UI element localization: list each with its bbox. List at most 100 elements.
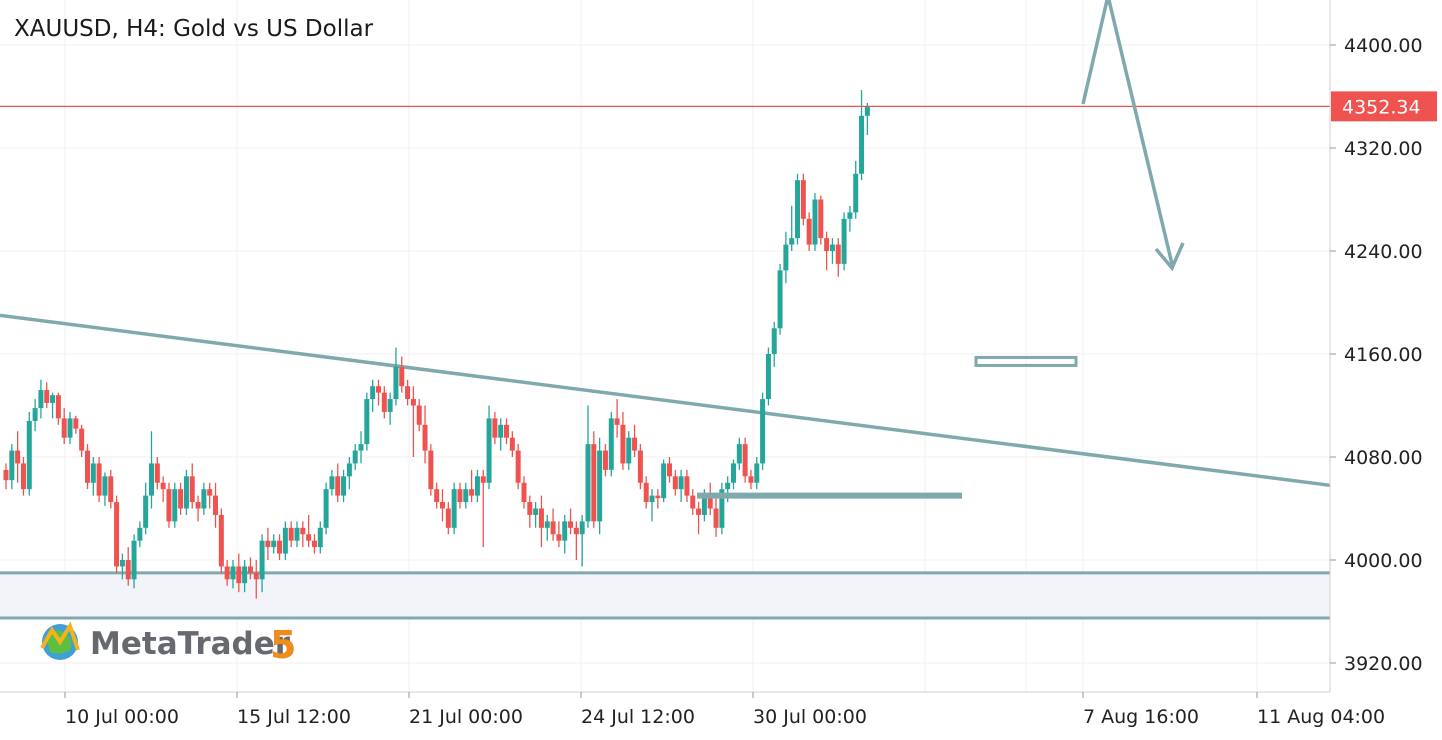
- candle-body: [32, 408, 38, 421]
- candle-body: [61, 418, 67, 438]
- candle-body: [713, 508, 719, 528]
- candle-body: [218, 514, 224, 567]
- candle-body: [358, 444, 364, 451]
- candle-body: [498, 424, 504, 438]
- candle-body: [835, 244, 841, 264]
- candle-body: [736, 444, 742, 464]
- candle-body: [370, 386, 376, 400]
- candle-body: [271, 540, 277, 548]
- candle-body: [3, 469, 9, 481]
- candle-body: [405, 386, 411, 400]
- candle-body: [719, 489, 725, 528]
- candle-body: [375, 386, 381, 393]
- candle-body: [841, 218, 847, 264]
- candle-body: [643, 482, 649, 503]
- candle-body: [771, 328, 777, 354]
- candle-body: [562, 521, 568, 541]
- y-tick-label: 4000.00: [1344, 550, 1423, 572]
- candle-body: [824, 238, 830, 251]
- candle-body: [119, 560, 125, 567]
- candle-body: [684, 476, 690, 496]
- candle-body: [515, 450, 521, 483]
- candle-body: [783, 244, 789, 271]
- candle-body: [457, 489, 463, 503]
- candle-body: [655, 495, 661, 499]
- candle-body: [847, 212, 853, 219]
- candle-body: [207, 489, 213, 496]
- candle-body: [632, 437, 638, 451]
- candle-body: [387, 399, 393, 412]
- range-line-low[interactable]: [697, 492, 962, 499]
- candle-body: [795, 180, 801, 239]
- candle-body: [620, 424, 626, 464]
- current-price-label: 4352.34: [1342, 96, 1421, 118]
- candle-body: [300, 527, 306, 535]
- current-price-tag: 4352.34: [1331, 91, 1437, 122]
- candle-body: [73, 418, 79, 429]
- candle-body: [114, 502, 120, 567]
- candle-body: [428, 450, 434, 490]
- candle-body: [614, 418, 620, 425]
- y-tick-label: 4240.00: [1344, 241, 1423, 263]
- candle-body: [160, 482, 166, 490]
- candle-body: [416, 405, 422, 425]
- candle-body: [44, 390, 50, 403]
- svg-text:5: 5: [270, 623, 296, 667]
- candle-body: [806, 218, 812, 245]
- candle-body: [410, 399, 416, 406]
- candle-body: [550, 521, 556, 535]
- candle-body: [253, 572, 259, 580]
- candle-body: [701, 495, 707, 515]
- candle-body: [800, 180, 806, 219]
- candle-body: [626, 437, 632, 464]
- candle-body: [79, 428, 85, 451]
- candle-body: [125, 560, 131, 580]
- x-tick-label: 15 Jul 12:00: [237, 706, 351, 728]
- svg-text:MetaTrader: MetaTrader: [90, 626, 291, 662]
- candle-body: [725, 482, 731, 490]
- candle-body: [666, 463, 672, 477]
- candle-body: [306, 534, 312, 541]
- range-box-high[interactable]: [974, 355, 1078, 367]
- candle-body: [346, 463, 352, 477]
- arrow-head: [1154, 242, 1185, 272]
- candle-body: [568, 521, 574, 528]
- candle-body: [311, 540, 317, 548]
- candle-body: [178, 489, 184, 509]
- trendline[interactable]: [0, 313, 1331, 488]
- candle-body: [440, 502, 445, 509]
- candle-body: [463, 489, 469, 503]
- candle-body: [137, 527, 143, 541]
- candle-body: [201, 489, 207, 509]
- candle-body: [364, 399, 370, 445]
- candle-body: [131, 540, 137, 580]
- candle-body: [90, 463, 96, 483]
- candle-body: [67, 418, 73, 438]
- candle-body: [108, 476, 114, 503]
- candle-body: [573, 527, 579, 535]
- candle-body: [812, 199, 818, 245]
- x-tick-label: 30 Jul 00:00: [753, 706, 867, 728]
- candle-body: [672, 476, 678, 490]
- y-tick-label: 4080.00: [1344, 447, 1423, 469]
- candle-body: [754, 463, 760, 483]
- candle-body: [96, 463, 102, 496]
- candle-body: [777, 270, 783, 329]
- candle-body: [26, 420, 32, 490]
- candle-body: [265, 540, 271, 548]
- candle-body: [381, 392, 387, 412]
- y-tick-label: 3920.00: [1344, 653, 1423, 675]
- candle-body: [55, 395, 61, 419]
- candle-body: [352, 450, 358, 464]
- candle-body: [434, 489, 440, 503]
- candle-body: [335, 476, 341, 496]
- projection-path[interactable]: [1081, 0, 1174, 265]
- candle-body: [533, 508, 539, 515]
- candle-body: [707, 495, 713, 509]
- candle-body: [247, 566, 253, 573]
- candle-body: [422, 424, 428, 451]
- candle-body: [748, 476, 754, 483]
- candle-body: [282, 527, 288, 554]
- candle-body: [608, 418, 614, 470]
